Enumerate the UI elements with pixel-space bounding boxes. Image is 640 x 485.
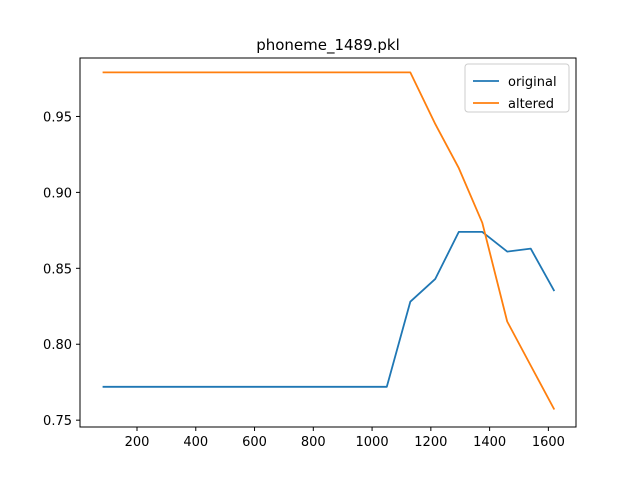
x-tick-label: 1400 — [473, 435, 506, 450]
x-tick-label: 400 — [183, 435, 208, 450]
y-tick-label: 0.90 — [43, 186, 72, 201]
legend-box — [464, 63, 570, 113]
y-tick-label: 0.75 — [43, 414, 72, 429]
y-tick-label: 0.85 — [43, 262, 72, 277]
chart-title: phoneme_1489.pkl — [256, 36, 400, 55]
legend: original altered — [464, 63, 570, 113]
plot-frame — [79, 57, 577, 428]
series-line-altered — [102, 71, 556, 410]
plot-area — [79, 57, 577, 428]
legend-label-original: original — [508, 75, 557, 90]
x-tick-label: 1600 — [532, 435, 565, 450]
x-tick-label: 1000 — [356, 435, 389, 450]
x-tick-label: 600 — [242, 435, 267, 450]
y-tick-label: 0.95 — [43, 110, 72, 125]
series-layer — [102, 71, 556, 410]
x-tick-label: 200 — [125, 435, 150, 450]
x-axis: 200 400 600 800 1000 1200 1400 1600 — [125, 427, 565, 450]
legend-label-altered: altered — [508, 97, 554, 112]
y-tick-label: 0.80 — [43, 338, 72, 353]
x-tick-label: 1200 — [414, 435, 447, 450]
series-line-original — [102, 230, 556, 388]
y-axis: 0.75 0.80 0.85 0.90 0.95 — [43, 110, 80, 429]
x-tick-label: 800 — [301, 435, 326, 450]
